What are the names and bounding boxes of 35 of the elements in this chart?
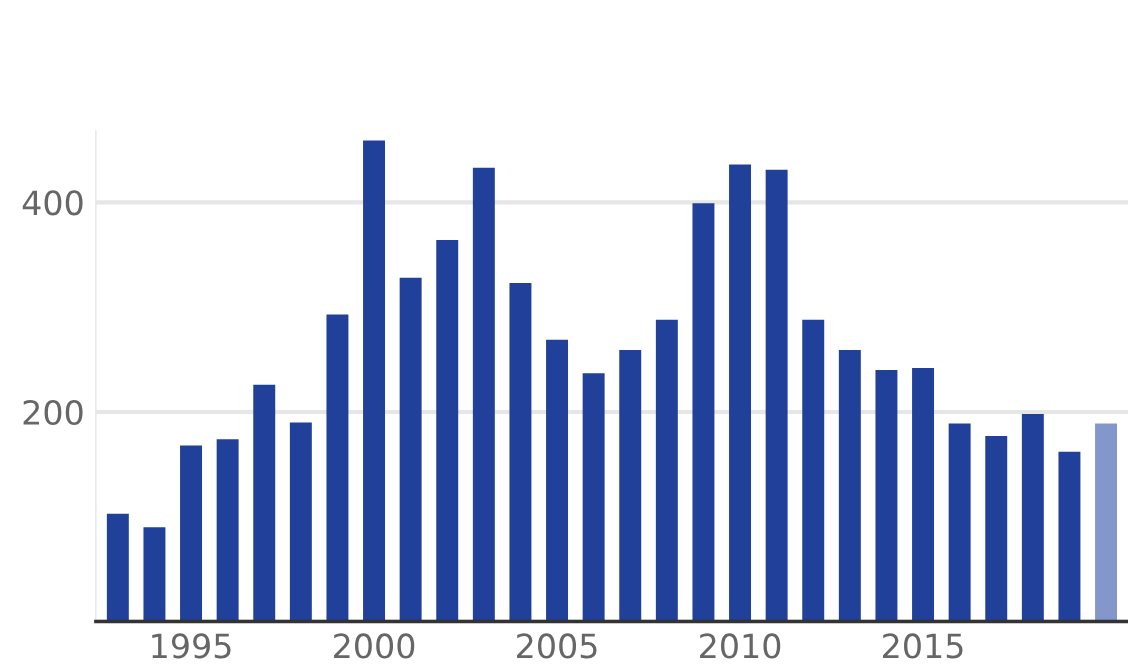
bar [180, 445, 203, 622]
bar [472, 167, 495, 622]
bar [326, 314, 349, 622]
bar [1095, 423, 1118, 622]
bar [985, 436, 1008, 622]
bar [1021, 414, 1044, 622]
x-tick-label: 2000 [334, 633, 415, 659]
bar [802, 319, 825, 622]
bar [838, 350, 861, 622]
bar [106, 513, 129, 622]
x-tick-label: 2010 [700, 633, 781, 659]
bar [692, 203, 715, 622]
bar [875, 370, 898, 622]
bar [546, 339, 569, 622]
x-tick-label: 2005 [517, 633, 597, 659]
bar [289, 422, 312, 622]
bar [765, 169, 788, 622]
bar [363, 140, 386, 622]
bar [436, 240, 459, 622]
bar [216, 439, 239, 622]
bar [619, 350, 642, 622]
bar [655, 319, 678, 622]
bar [912, 367, 935, 622]
bar [582, 373, 605, 622]
bar [1058, 451, 1081, 622]
x-tick-label: 2015 [883, 633, 963, 659]
bar [948, 423, 971, 622]
x-tick-label: 1995 [152, 633, 231, 659]
bar [729, 164, 752, 622]
y-tick-label: 200 [23, 399, 83, 426]
y-tick-label: 400 [22, 190, 83, 216]
bar [253, 384, 276, 622]
bar [143, 527, 166, 622]
bar [509, 283, 532, 622]
bar [399, 277, 422, 622]
